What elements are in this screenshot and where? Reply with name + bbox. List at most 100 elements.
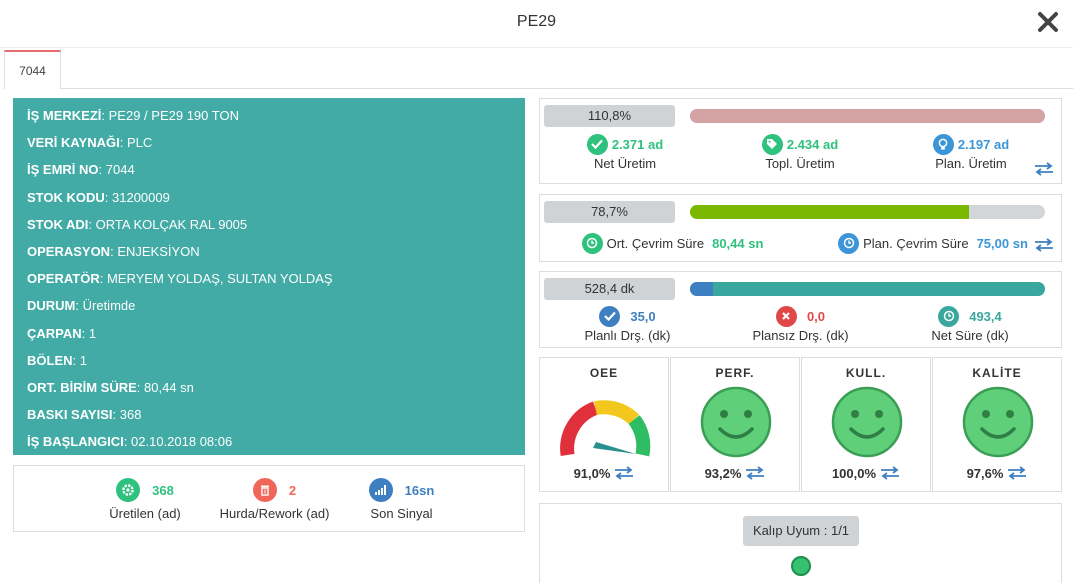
planned-downtime-value: 35,0 (630, 308, 656, 324)
downtime-panel: 528,4 dk 35,0 Planlı Drş. (dk) 0,0 Plans… (539, 271, 1062, 348)
info-label: İŞ MERKEZİ (27, 108, 102, 123)
info-row-status: DURUM: Üretimde (27, 298, 136, 314)
kalite-value: 97,6% (966, 465, 1004, 481)
info-label: OPERATÖR (27, 271, 100, 287)
swap-icon[interactable] (1034, 238, 1054, 252)
mold-status-indicator (791, 556, 811, 576)
swap-icon[interactable] (1034, 162, 1054, 176)
perf-card: PERF. 93,2% (670, 357, 800, 492)
planned-production-value: 2.197 ad (957, 136, 1010, 152)
last-signal-label: Son Sinyal (370, 506, 433, 521)
planned-downtime-fill (690, 282, 714, 296)
x-icon (775, 305, 797, 327)
info-row-work-center: İŞ MERKEZİ: PE29 / PE29 190 TON (27, 108, 239, 123)
produced-label: Üretilen (ad) (109, 506, 181, 521)
total-production-label: Topl. Üretim (765, 156, 835, 171)
swap-icon[interactable] (745, 466, 765, 480)
planned-cycle-time: Plan. Çevrim Süre 75,00 sn (828, 232, 1038, 254)
net-production-label: Net Üretim (593, 156, 657, 171)
clock-icon (581, 232, 603, 254)
info-value: 80,44 sn (144, 379, 194, 395)
info-value: 31200009 (112, 189, 170, 205)
gear-icon (116, 478, 141, 502)
counts-panel: 368 Üretilen (ad) 2 Hurda/Rework (ad) 16… (13, 465, 525, 532)
info-value: 1 (88, 325, 97, 341)
check-icon (586, 133, 608, 155)
production-percent: 110,8% (544, 105, 675, 127)
avg-cycle-label: Ort. Çevrim Süre (606, 235, 705, 251)
check-icon (599, 305, 621, 327)
avg-cycle-value: 80,44 sn (712, 235, 764, 251)
info-label: BÖLEN (27, 352, 73, 368)
net-time-fill (690, 282, 1045, 296)
info-value: MERYEM YOLDAŞ, SULTAN YOLDAŞ (106, 271, 333, 287)
unplanned-downtime: 0,0 Plansız Drş. (dk) (738, 305, 863, 343)
info-row-avg-unit-time: ORT. BİRİM SÜRE: 80,44 sn (27, 379, 194, 395)
downtime-progress-bar (690, 282, 1045, 296)
oee-title: OEE (589, 366, 619, 380)
work-order-info-panel: İŞ MERKEZİ: PE29 / PE29 190 TON VERİ KAY… (13, 98, 525, 455)
total-time: 528,4 dk (544, 278, 675, 300)
info-row-stock-code: STOK KODU: 31200009 (27, 189, 170, 205)
clock-icon (838, 232, 860, 254)
net-time-label: Net Süre (dk) (931, 328, 1009, 343)
kull-footer: 100,0% (802, 465, 930, 481)
signal-icon (368, 478, 393, 502)
mold-compliance-badge: Kalıp Uyum : 1/1 (743, 516, 859, 546)
info-label: STOK ADI (27, 216, 89, 232)
scrap-label: Hurda/Rework (ad) (219, 506, 330, 521)
tab-7044[interactable]: 7044 (4, 50, 61, 89)
oee-gauge (560, 400, 651, 457)
close-icon[interactable] (1037, 10, 1059, 34)
produced-count: 368 Üretilen (ad) (90, 478, 200, 521)
info-row-press-count: BASKI SAYISI: 368 (27, 407, 142, 423)
oee-card: OEE 91,0% (539, 357, 669, 492)
info-label: BASKI SAYISI (27, 407, 113, 423)
modal-title: PE29 (516, 13, 557, 30)
info-label: VERİ KAYNAĞI (27, 135, 120, 151)
kull-value: 100,0% (831, 465, 877, 481)
info-value: 1 (79, 352, 87, 368)
info-row-divisor: BÖLEN: 1 (27, 352, 87, 368)
info-row-data-source: VERİ KAYNAĞI: PLC (27, 135, 153, 151)
perf-value: 93,2% (704, 465, 742, 481)
info-label: DURUM (27, 298, 76, 314)
total-production: 2.434 ad Topl. Üretim (725, 133, 875, 171)
info-label: İŞ EMRİ NO (27, 162, 99, 178)
clock-icon (938, 305, 960, 327)
production-panel: 110,8% 2.371 ad Net Üretim 2.434 ad Topl… (539, 98, 1062, 184)
info-value: PE29 / PE29 190 TON (108, 108, 239, 123)
net-time-value: 493,4 (969, 308, 1002, 324)
planned-cycle-label: Plan. Çevrim Süre (863, 235, 969, 251)
info-row-multiplier: ÇARPAN: 1 (27, 325, 97, 341)
info-label: OPERASYON (27, 243, 111, 259)
info-label: ÇARPAN (27, 325, 82, 341)
smiley-icon (831, 386, 903, 458)
kull-title: KULL. (845, 366, 887, 380)
swap-icon[interactable] (614, 466, 634, 480)
scrap-count: 2 Hurda/Rework (ad) (212, 478, 337, 521)
info-row-stock-name: STOK ADI: ORTA KOLÇAK RAL 9005 (27, 216, 248, 232)
info-row-start: İŞ BAŞLANGICI: 02.10.2018 08:06 (27, 434, 233, 450)
oee-value: 91,0% (573, 465, 611, 481)
swap-icon[interactable] (1007, 466, 1027, 480)
smiley-icon (700, 386, 772, 458)
cycle-progress-bar (690, 205, 1045, 219)
planned-production: 2.197 ad Plan. Üretim (896, 133, 1046, 171)
produced-value: 368 (152, 482, 174, 498)
kull-card: KULL. 100,0% (801, 357, 931, 492)
unplanned-downtime-value: 0,0 (806, 308, 826, 324)
info-label: STOK KODU (27, 189, 105, 205)
unplanned-downtime-label: Plansız Drş. (dk) (752, 328, 849, 343)
kalite-card: KALİTE 97,6% (932, 357, 1062, 492)
perf-footer: 93,2% (671, 465, 799, 481)
avg-cycle-time: Ort. Çevrim Süre 80,44 sn (570, 232, 775, 254)
smiley-icon (962, 386, 1034, 458)
swap-icon[interactable] (880, 466, 900, 480)
production-progress-bar (690, 109, 1045, 123)
planned-downtime-label: Planlı Drş. (dk) (584, 328, 671, 343)
cycle-progress-fill (690, 205, 970, 219)
net-time: 493,4 Net Süre (dk) (920, 305, 1020, 343)
info-value: ENJEKSİYON (117, 243, 200, 259)
trash-icon (252, 478, 277, 502)
